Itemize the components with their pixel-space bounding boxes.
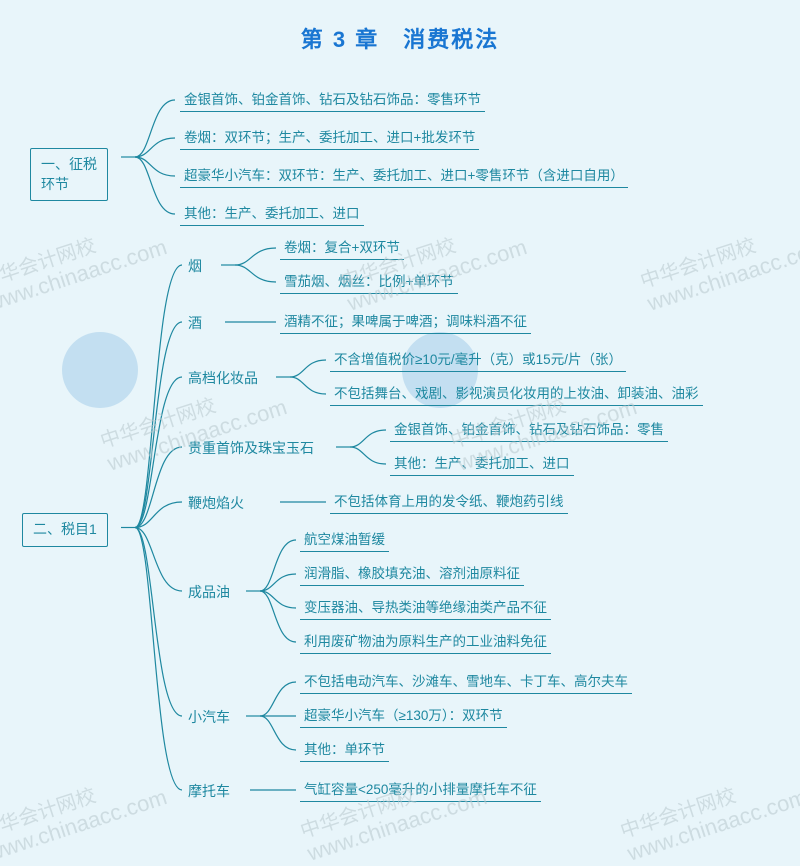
s0-leaf-1: 雪茄烟、烟丝：比例+单环节 [280,270,458,294]
s4-leaf-0: 不包括体育上用的发令纸、鞭炮药引线 [330,490,568,514]
s2-leaf-1: 不包括舞台、戏剧、影视演员化妆用的上妆油、卸装油、油彩 [330,382,703,406]
sub-5: 成品油 [188,582,230,602]
s3-leaf-0: 金银首饰、铂金首饰、钻石及钻石饰品：零售 [390,418,668,442]
b1-leaf-0: 金银首饰、铂金首饰、钻石及钻石饰品：零售环节 [180,88,485,112]
sub-0: 烟 [188,256,202,276]
s6-leaf-0: 不包括电动汽车、沙滩车、雪地车、卡丁车、高尔夫车 [300,670,632,694]
sub-4: 鞭炮焰火 [188,493,244,513]
sub-2: 高档化妆品 [188,368,258,388]
b1-leaf-3: 其他：生产、委托加工、进口 [180,202,364,226]
s5-leaf-1: 润滑脂、橡胶填充油、溶剂油原料征 [300,562,524,586]
root-node-1: 一、征税环节 [30,148,108,201]
b1-leaf-1: 卷烟：双环节；生产、委托加工、进口+批发环节 [180,126,479,150]
s2-leaf-0: 不含增值税价≥10元/毫升（克）或15元/片（张） [330,348,626,372]
s5-leaf-3: 利用废矿物油为原料生产的工业油料免征 [300,630,551,654]
s0-leaf-0: 卷烟：复合+双环节 [280,236,404,260]
sub-6: 小汽车 [188,707,230,727]
root-node-2: 二、税目1 [22,513,108,547]
s7-leaf-0: 气缸容量<250毫升的小排量摩托车不征 [300,778,541,802]
s6-leaf-2: 其他：单环节 [300,738,389,762]
sub-3: 贵重首饰及珠宝玉石 [188,438,314,458]
s3-leaf-1: 其他：生产、委托加工、进口 [390,452,574,476]
b1-leaf-2: 超豪华小汽车：双环节：生产、委托加工、进口+零售环节（含进口自用） [180,164,628,188]
s5-leaf-2: 变压器油、导热类油等绝缘油类产品不征 [300,596,551,620]
s5-leaf-0: 航空煤油暂缓 [300,528,389,552]
s6-leaf-1: 超豪华小汽车（≥130万）：双环节 [300,704,507,728]
sub-7: 摩托车 [188,781,230,801]
s1-leaf-0: 酒精不征；果啤属于啤酒；调味料酒不征 [280,310,531,334]
sub-1: 酒 [188,313,202,333]
